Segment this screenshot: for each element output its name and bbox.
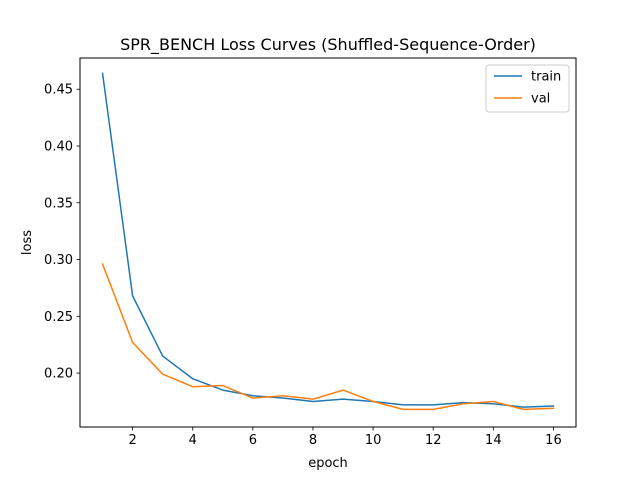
y-tick-label: 0.35 — [44, 196, 73, 211]
series-line-val — [101, 263, 555, 411]
legend: train val — [485, 64, 570, 113]
y-axis-label: loss — [20, 230, 35, 255]
x-tick-label: 2 — [128, 433, 136, 448]
y-tick-label: 0.25 — [44, 310, 73, 325]
x-tick-label: 6 — [249, 433, 257, 448]
y-axis: 0.20 0.25 0.30 0.35 0.40 0.45 — [44, 83, 80, 382]
series-line-train — [101, 72, 555, 408]
axes-frame — [79, 57, 577, 428]
x-tick-label: 8 — [309, 433, 317, 448]
x-axis-label: epoch — [308, 456, 348, 471]
legend-label-train: train — [531, 70, 561, 85]
chart-title: SPR_BENCH Loss Curves (Shuffled-Sequence… — [120, 35, 536, 55]
y-tick-label: 0.40 — [44, 139, 73, 154]
x-tick-label: 4 — [189, 433, 197, 448]
legend-label-val: val — [531, 92, 550, 107]
plot-area — [101, 72, 555, 411]
x-axis: 2 4 6 8 10 12 14 16 — [128, 427, 562, 448]
x-tick-label: 14 — [485, 433, 502, 448]
x-tick-label: 16 — [545, 433, 562, 448]
x-tick-label: 12 — [425, 433, 442, 448]
x-tick-label: 10 — [365, 433, 382, 448]
y-tick-label: 0.30 — [44, 253, 73, 268]
y-tick-label: 0.20 — [44, 367, 73, 382]
y-tick-label: 0.45 — [44, 83, 73, 98]
